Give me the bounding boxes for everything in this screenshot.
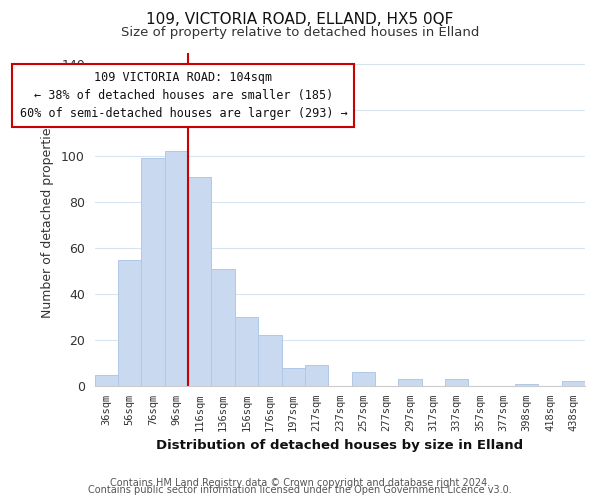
Bar: [211, 268, 235, 386]
Text: Size of property relative to detached houses in Elland: Size of property relative to detached ho…: [121, 26, 479, 39]
Text: Contains HM Land Registry data © Crown copyright and database right 2024.: Contains HM Land Registry data © Crown c…: [110, 478, 490, 488]
Bar: [398, 379, 422, 386]
Bar: [305, 366, 328, 386]
Bar: [142, 158, 165, 386]
Text: 109 VICTORIA ROAD: 104sqm
← 38% of detached houses are smaller (185)
60% of semi: 109 VICTORIA ROAD: 104sqm ← 38% of detac…: [20, 71, 347, 120]
Bar: [445, 379, 468, 386]
Bar: [562, 382, 585, 386]
Bar: [515, 384, 538, 386]
Bar: [352, 372, 375, 386]
Text: Contains public sector information licensed under the Open Government Licence v3: Contains public sector information licen…: [88, 485, 512, 495]
Y-axis label: Number of detached properties: Number of detached properties: [41, 121, 54, 318]
Bar: [188, 176, 211, 386]
Bar: [118, 260, 142, 386]
Bar: [165, 152, 188, 386]
Bar: [95, 374, 118, 386]
Bar: [235, 317, 258, 386]
X-axis label: Distribution of detached houses by size in Elland: Distribution of detached houses by size …: [157, 440, 523, 452]
Bar: [281, 368, 305, 386]
Text: 109, VICTORIA ROAD, ELLAND, HX5 0QF: 109, VICTORIA ROAD, ELLAND, HX5 0QF: [146, 12, 454, 28]
Bar: [258, 336, 281, 386]
